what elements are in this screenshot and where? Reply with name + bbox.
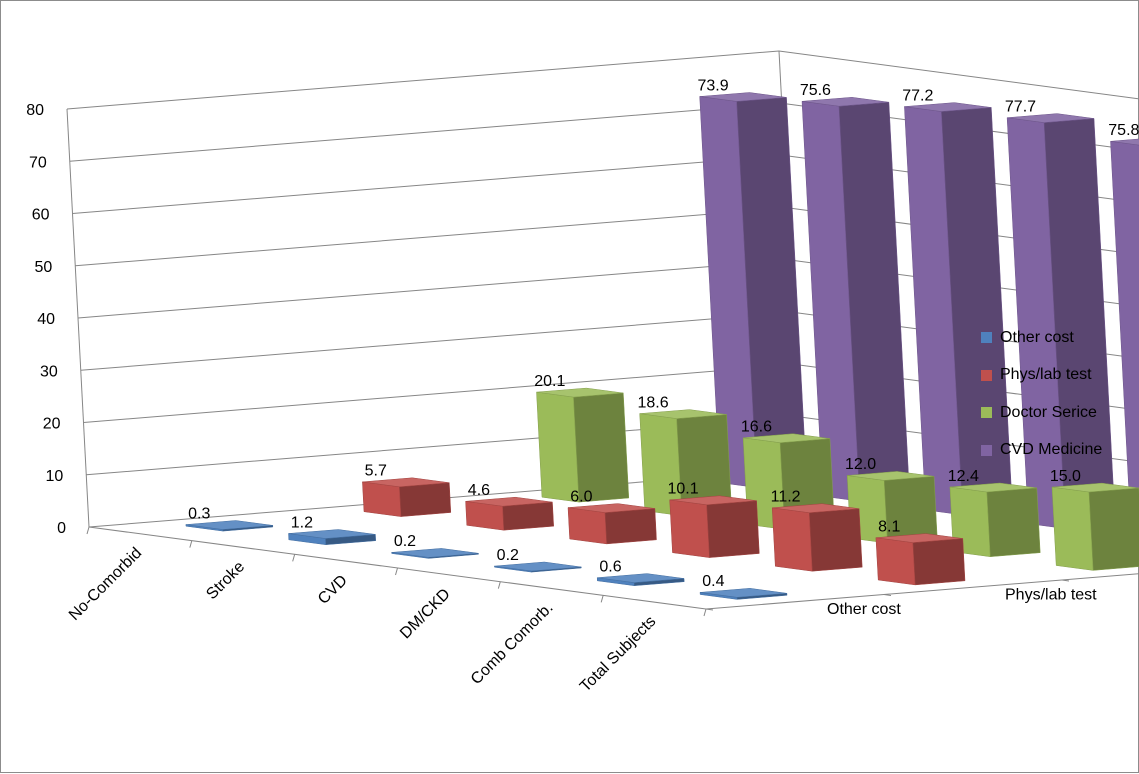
bar-front [876,538,915,585]
y-tick-label: 30 [40,363,58,380]
depth-tick [1062,580,1069,581]
category-label: CVD [315,572,351,608]
legend-label: CVD Medicine [1000,441,1102,459]
legend-item: Doctor Serice [981,394,1102,432]
bar [876,534,965,585]
value-axis-line [67,109,89,527]
data-label: 0.4 [702,573,724,590]
legend-label: Doctor Serice [1000,404,1097,422]
bar-front [670,500,710,558]
bar [950,483,1040,557]
category-tick [396,568,398,575]
data-label: 77.7 [1005,98,1036,115]
data-label: 12.0 [845,456,876,473]
bar-side [605,509,657,544]
category-label: Total Subjects [577,613,659,695]
data-label: 18.6 [638,394,669,411]
depth-label: Phys/lab test [1005,586,1097,603]
bar [1111,137,1139,542]
y-tick-label: 0 [57,520,66,537]
data-label: 73.9 [697,77,728,94]
bar [466,497,554,530]
category-tick [601,595,603,602]
bar [772,504,862,572]
bar-side [1089,488,1139,570]
y-tick-label: 10 [45,468,63,485]
legend-swatch [981,445,992,456]
data-label: 75.8 [1108,122,1139,139]
legend-item: CVD Medicine [981,432,1102,470]
data-label: 0.2 [497,547,519,564]
y-tick-label: 20 [43,416,61,433]
data-label: 5.7 [365,463,387,480]
category-label: DM/CKD [397,586,454,643]
bar-front [362,482,401,517]
bar-side [707,501,760,558]
bar-side [987,488,1040,557]
legend-label: Phys/lab test [1000,366,1092,384]
bar-side [399,483,450,517]
y-tick-label: 50 [34,259,52,276]
category-tick [498,582,500,589]
data-label: 20.1 [534,373,565,390]
legend-swatch [981,332,992,343]
bar-front [1111,141,1139,542]
data-label: 75.6 [800,82,831,99]
y-tick-label: 60 [32,207,50,224]
data-label: 11.2 [771,489,801,506]
bar [537,388,629,502]
depth-label: Other cost [827,601,901,618]
legend-item: Phys/lab test [981,357,1102,395]
bar-front [568,508,607,544]
data-label: 1.2 [291,514,313,531]
data-label: 15.0 [1050,468,1081,485]
bar-front [1052,487,1093,570]
category-tick [293,554,295,561]
data-label: 0.6 [599,558,621,575]
data-label: 4.6 [468,482,490,499]
legend-swatch [981,370,992,381]
bar-side [574,393,629,502]
legend-item: Other cost [981,319,1102,357]
bar-side [913,539,965,585]
depth-tick [884,595,891,596]
y-tick-label: 80 [26,102,44,119]
bar [289,530,376,545]
bar-front [537,392,580,502]
data-label: 6.0 [570,488,592,505]
legend: Other cost Phys/lab test Doctor Serice CVD … [981,319,1102,469]
data-label: 0.3 [188,505,210,522]
category-tick [87,527,89,534]
y-tick-label: 40 [37,311,55,328]
data-label: 0.2 [394,533,416,550]
bar-front [772,508,812,571]
data-label: 77.2 [902,87,933,104]
legend-swatch [981,407,992,418]
legend-label: Other cost [1000,329,1074,347]
data-label: 16.6 [741,419,772,436]
category-label: Comb Comorb. [468,599,557,688]
data-label: 8.1 [878,518,900,535]
category-label: No-Comorbid [66,545,145,624]
bar [1052,483,1139,570]
bar-side [809,509,862,572]
data-label: 10.1 [668,481,699,498]
y-tick-label: 70 [29,154,47,171]
bar [568,504,657,544]
depth-tick [706,609,713,610]
category-label: Stroke [203,558,248,603]
data-label: 12.4 [948,468,979,485]
bar-side [503,502,554,530]
bar [670,496,760,558]
category-tick [190,541,192,548]
category-tick [704,609,706,616]
bar [362,478,450,517]
